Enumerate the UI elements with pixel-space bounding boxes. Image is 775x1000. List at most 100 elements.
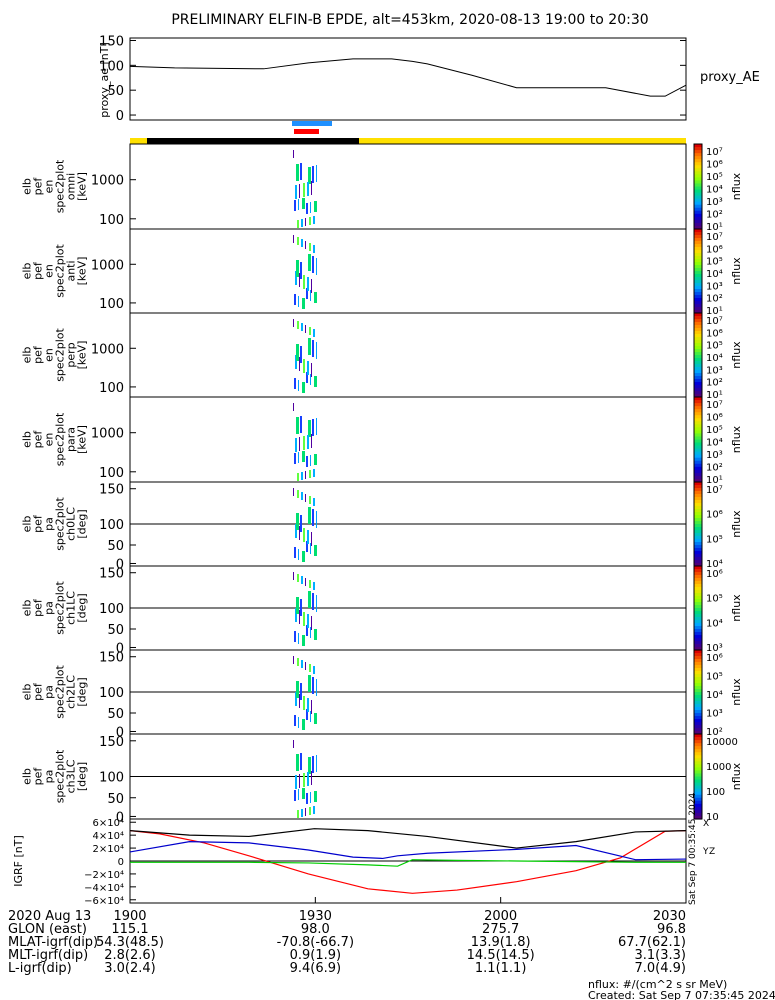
- colorbar-cell: [694, 168, 702, 172]
- colorbar-cell: [694, 177, 702, 182]
- colorbar-cell: [694, 165, 702, 169]
- panel-ylabel: elbpefpaspec2plotch0LC[deg]: [21, 497, 89, 551]
- colorbar-cell: [694, 758, 702, 762]
- spec-pixel: [298, 789, 299, 800]
- spec-pixel: [310, 627, 311, 638]
- ytick-label: 100: [99, 213, 124, 228]
- ylabel-line: pef: [32, 430, 45, 449]
- spec-pixel: [298, 549, 299, 560]
- spec-pixel: [297, 220, 299, 228]
- colorbar-cell: [694, 767, 702, 772]
- spec-pixel: [302, 298, 305, 309]
- igrf-ytick-label: 4×10⁴: [93, 831, 124, 842]
- spec-pixel: [294, 790, 296, 801]
- spec-pixel: [309, 327, 311, 335]
- spec-pixel: [301, 492, 303, 500]
- colorbar-cell: [694, 755, 702, 759]
- spec-pixel: [313, 469, 315, 477]
- ylabel-line: spec2plot: [54, 665, 67, 719]
- spec-pixel: [294, 631, 296, 642]
- colorbar-cell: [694, 469, 702, 474]
- colorbar-cell: [694, 358, 702, 362]
- colorbar-cell: [694, 761, 702, 765]
- colorbar-cell: [694, 602, 702, 606]
- ylabel-line: ch1LC: [65, 591, 78, 625]
- spec-pixel: [296, 754, 299, 771]
- ytick-label: 0: [116, 557, 124, 572]
- spec-pixel: [295, 271, 297, 285]
- colorbar-cell: [694, 343, 702, 347]
- spec-pixel: [303, 773, 305, 787]
- spec-pixel: [312, 340, 314, 357]
- colorbar-cell: [694, 235, 702, 239]
- colorbar-cell: [694, 770, 702, 775]
- colorbar-cell: [694, 719, 702, 723]
- spec-pixel: [298, 717, 299, 728]
- colorbar-cell: [694, 352, 702, 356]
- ylabel-line: [deg]: [76, 677, 89, 706]
- colorbar-cell: [694, 800, 702, 805]
- colorbar-tick: 10⁷: [706, 232, 723, 243]
- colorbar-tick: 10³: [706, 643, 723, 654]
- spec-pixel: [308, 338, 311, 355]
- spec-pixel: [312, 677, 314, 694]
- footer-row-value: 1900: [113, 909, 146, 924]
- spec-pixel: [306, 456, 308, 467]
- ylabel-line: spec2plot: [54, 497, 67, 551]
- ylabel-line: elb: [21, 263, 34, 280]
- colorbar-cell: [694, 253, 702, 257]
- spec-pixel: [311, 616, 312, 630]
- spec-pixel: [308, 591, 311, 608]
- colorbar-cell: [694, 791, 702, 796]
- colorbar-cell: [694, 725, 702, 729]
- colorbar-cell: [694, 530, 702, 534]
- spec-pixel: [316, 258, 317, 275]
- ae-ytick-label: 50: [107, 84, 124, 99]
- spec-pixel: [302, 635, 305, 646]
- colorbar-cell: [694, 713, 702, 717]
- colorbar-cell: [694, 695, 702, 699]
- colorbar-tick: 10³: [706, 197, 723, 208]
- ylabel-line: [keV]: [76, 425, 89, 454]
- spec-pixel: [307, 614, 309, 628]
- colorbar-cell: [694, 400, 702, 404]
- spec-pixel: [293, 740, 294, 748]
- colorbar-cell: [694, 590, 702, 594]
- colorbar-cell: [694, 409, 702, 413]
- colorbar-cell: [694, 497, 702, 501]
- colorbar-cell: [694, 328, 702, 332]
- colorbar-cell: [694, 815, 702, 820]
- colorbar-cell: [694, 180, 702, 185]
- colorbar-cell: [694, 439, 702, 444]
- colorbar-cell: [694, 653, 702, 657]
- spec-pixel: [306, 372, 308, 383]
- spec-pixel: [305, 494, 306, 502]
- spec-pixel: [300, 599, 302, 616]
- colorbar-cell: [694, 280, 702, 284]
- colorbar-tick: 10¹: [706, 306, 723, 317]
- ylabel-line: ch2LC: [65, 675, 78, 709]
- proxy-ae-line: [129, 58, 687, 97]
- colorbar-cell: [694, 337, 702, 341]
- colorbar-cell: [694, 283, 702, 287]
- spec-pixel: [306, 541, 308, 552]
- colorbar-cell: [694, 809, 702, 814]
- colorbar-label: nflux: [730, 594, 743, 622]
- spec-pixel: [294, 294, 296, 305]
- spec-pixel: [296, 417, 299, 434]
- colorbar-cell: [694, 262, 702, 266]
- colorbar-cell: [694, 503, 702, 507]
- colorbar-cell: [694, 644, 702, 648]
- colorbar-cell: [694, 581, 702, 585]
- orbit-footer: 2020 Aug 13 1900 1930 2000 2030 GLON (east) 11…: [8, 897, 687, 976]
- spec-pixel: [316, 595, 317, 612]
- colorbar-tick: 10⁵: [706, 257, 723, 268]
- spec-pixel: [313, 329, 315, 337]
- spec-pixel: [313, 245, 315, 253]
- spec-pixel: [296, 597, 299, 614]
- colorbar-cell: [694, 746, 702, 750]
- ytick-label: 150: [99, 483, 124, 498]
- igrf-ytick-label: 2×10⁴: [93, 844, 124, 855]
- spec-pixel: [309, 470, 311, 478]
